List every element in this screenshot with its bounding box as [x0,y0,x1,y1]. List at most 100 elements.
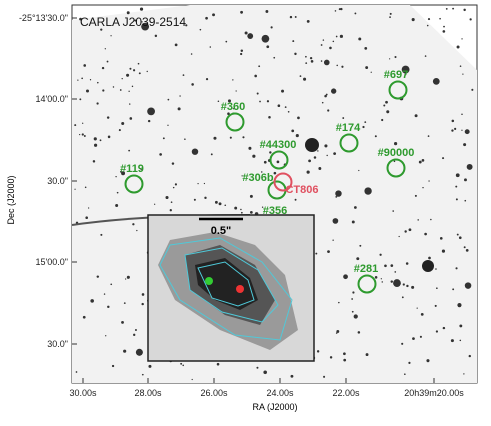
star [167,98,170,101]
star [463,373,465,375]
star [418,160,422,164]
star [179,95,181,97]
star [404,230,407,233]
star [162,137,165,140]
star [125,278,127,280]
star [170,201,173,203]
star [405,262,409,265]
star [261,171,263,173]
star [322,39,325,41]
star [167,124,169,126]
source-circle [357,274,377,294]
star [370,71,372,73]
star [265,10,269,13]
star [232,79,234,81]
star [210,153,213,156]
star [266,45,270,49]
y-axis-label: Dec (J2000) [6,175,16,224]
star [270,26,273,29]
star [394,56,397,59]
star [359,244,362,247]
star [256,366,259,369]
star [182,364,184,367]
star [204,196,207,200]
star [469,18,472,21]
star [121,122,125,126]
star [87,207,90,209]
star [284,106,287,108]
star [289,15,293,19]
star [324,144,328,148]
star [457,303,462,308]
star [294,52,297,56]
star [305,55,307,58]
star [140,168,142,171]
star [225,40,228,43]
star [100,233,103,236]
star [401,342,404,345]
star [468,354,471,358]
star [389,58,391,60]
y-tick-label: 30.0" [47,176,68,186]
star [209,46,212,48]
star [306,170,310,174]
star [456,233,459,236]
star [428,180,430,182]
star [81,77,83,80]
star [459,65,462,67]
star [137,62,140,65]
source-circle [339,133,359,153]
star [335,190,342,197]
star [320,44,323,46]
y-tick-label: 30.0" [47,339,68,349]
star [256,92,259,95]
star [74,188,76,190]
star [392,210,395,212]
star [212,13,216,17]
x-tick-label: 28.00s [134,388,162,398]
star [424,55,427,57]
star [381,281,383,283]
star [240,10,243,14]
star [93,137,97,141]
star [308,159,311,163]
contour [184,247,279,323]
star [190,53,193,55]
star [273,171,277,175]
star [105,335,107,337]
star [383,104,386,107]
star [235,90,237,92]
star [461,113,463,115]
star [277,104,281,108]
star [315,252,318,255]
star [134,19,137,22]
title: CARLA J2039-2514 [80,15,186,29]
star [205,78,209,81]
star [434,304,437,307]
star [335,35,338,38]
y-tick-label: 14'00.0" [36,94,68,104]
star [416,307,418,309]
star [129,67,132,70]
star [79,17,82,21]
inset: 0.5" [147,214,315,362]
star [247,33,254,39]
star [182,74,185,76]
star [331,88,337,94]
star [343,274,348,280]
star [92,160,96,163]
star [452,7,455,10]
star [466,163,473,170]
star [404,373,406,376]
star [116,191,119,194]
star [107,305,110,309]
star [83,64,87,67]
star [358,37,362,41]
star [261,34,270,43]
star [455,198,458,201]
star [442,326,446,330]
star [435,330,439,333]
star [427,18,431,21]
star [420,312,424,316]
